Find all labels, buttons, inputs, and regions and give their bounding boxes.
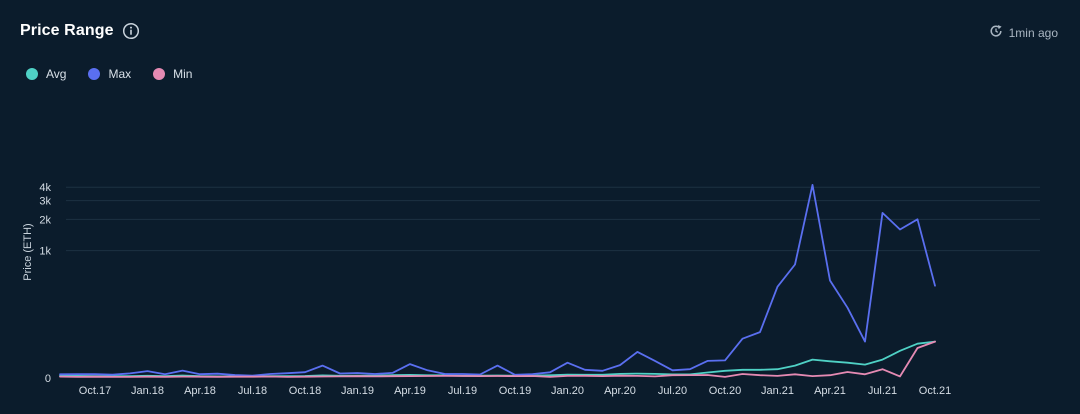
series-lines [59, 183, 936, 378]
y-tick-label: 0 [45, 373, 51, 385]
legend: Avg Max Min [26, 67, 192, 81]
x-tick-label: Jan.20 [551, 385, 584, 397]
legend-label-max: Max [108, 67, 132, 81]
y-axis-ticks: 0 1k 2k 3k 4k [39, 182, 51, 385]
series-line-max[interactable] [59, 183, 936, 377]
legend-item-avg[interactable]: Avg [26, 67, 66, 81]
y-tick-label: 4k [39, 182, 51, 194]
legend-item-min[interactable]: Min [153, 67, 192, 81]
title-row: Price Range [20, 22, 140, 40]
last-updated: 1min ago [989, 24, 1058, 41]
x-tick-label: Jul.18 [238, 385, 267, 397]
x-tick-label: Jan.18 [131, 385, 164, 397]
chart-title: Price Range [20, 22, 114, 39]
series-line-min[interactable] [59, 340, 936, 378]
x-tick-label: Apr.20 [604, 385, 636, 397]
legend-swatch-avg [26, 68, 38, 80]
y-axis-label: Price (ETH) [22, 223, 34, 280]
legend-label-min: Min [173, 67, 193, 81]
x-axis-ticks: Oct.17 Jan.18 Apr.18 Jul.18 Oct.18 Jan.19 Apr.… [79, 385, 951, 397]
x-tick-label: Oct.17 [79, 385, 111, 397]
x-tick-label: Jan.19 [341, 385, 374, 397]
x-tick-label: Jul.20 [658, 385, 687, 397]
series-line-avg[interactable] [59, 340, 936, 378]
x-tick-label: Jul.21 [868, 385, 897, 397]
refresh-clock-icon[interactable] [989, 24, 1003, 41]
x-tick-label: Jul.19 [448, 385, 477, 397]
y-tick-label: 2k [39, 214, 51, 226]
legend-swatch-max [88, 68, 101, 80]
x-tick-label: Apr.18 [184, 385, 216, 397]
x-tick-label: Jan.21 [761, 385, 794, 397]
legend-item-max[interactable]: Max [88, 67, 131, 81]
x-tick-label: Oct.19 [499, 385, 531, 397]
last-updated-text: 1min ago [1008, 25, 1058, 40]
info-icon[interactable] [122, 22, 140, 40]
x-tick-label: Oct.21 [919, 385, 951, 397]
y-tick-label: 1k [39, 246, 51, 258]
y-tick-label: 3k [39, 196, 51, 208]
x-tick-label: Oct.18 [289, 385, 321, 397]
legend-label-avg: Avg [46, 67, 67, 81]
x-tick-label: Oct.20 [709, 385, 741, 397]
x-tick-label: Apr.19 [394, 385, 426, 397]
x-tick-label: Apr.21 [814, 385, 846, 397]
legend-swatch-min [153, 68, 166, 80]
grid [66, 186, 1040, 252]
